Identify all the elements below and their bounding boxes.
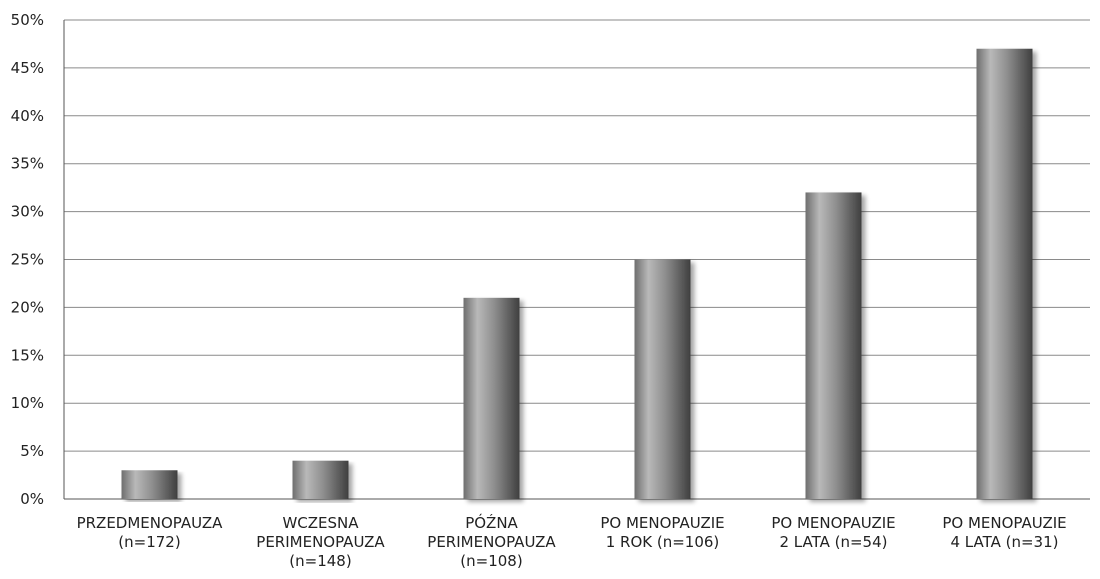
y-tick-label: 35% bbox=[11, 155, 44, 173]
y-tick-label: 25% bbox=[11, 251, 44, 269]
y-tick-label: 20% bbox=[11, 298, 44, 316]
x-tick-label: WCZESNA PERIMENOPAUZA (n=148) bbox=[256, 514, 385, 570]
y-tick-label: 50% bbox=[11, 11, 44, 29]
y-tick-labels: 0% 5% 10% 15% 20% 25% 30% 35% 40% 45% 50% bbox=[11, 11, 44, 508]
y-tick-label: 0% bbox=[20, 490, 44, 508]
x-tick-labels: PRZEDMENOPAUZA (n=172) WCZESNA PERIMENOPAUZ… bbox=[77, 513, 1067, 570]
bars bbox=[121, 48, 1033, 500]
y-tick-label: 30% bbox=[11, 203, 44, 221]
bar bbox=[121, 470, 178, 499]
y-tick-label: 5% bbox=[20, 442, 44, 460]
y-tick-label: 10% bbox=[11, 394, 44, 412]
x-tick-label: PO MENOPAUZIE 1 ROK (n=106) bbox=[600, 514, 724, 551]
bar bbox=[463, 297, 520, 499]
x-tick-label: PÓŹNA PERIMENOPAUZA (n=108) bbox=[427, 513, 556, 570]
x-tick-label: PO MENOPAUZIE 4 LATA (n=31) bbox=[942, 514, 1066, 551]
y-tick-label: 15% bbox=[11, 346, 44, 364]
y-tick-label: 45% bbox=[11, 59, 44, 77]
bar bbox=[292, 460, 349, 499]
bar bbox=[805, 192, 862, 499]
gridlines bbox=[64, 19, 1090, 452]
x-tick-label: PRZEDMENOPAUZA (n=172) bbox=[77, 514, 224, 551]
bar bbox=[634, 259, 691, 499]
y-tick-label: 40% bbox=[11, 107, 44, 125]
bar bbox=[976, 48, 1033, 500]
axes bbox=[63, 20, 1090, 500]
x-tick-label: PO MENOPAUZIE 2 LATA (n=54) bbox=[771, 514, 895, 551]
